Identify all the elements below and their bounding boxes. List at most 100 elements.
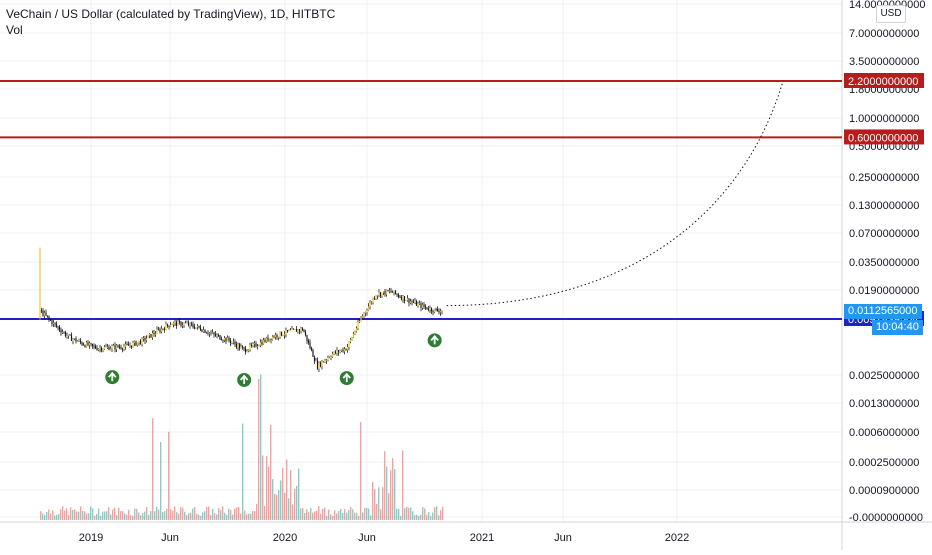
- volume-bar: [360, 422, 362, 520]
- candle-body: [135, 341, 137, 346]
- volume-bar: [142, 512, 144, 520]
- volume-bar: [256, 503, 258, 520]
- candle-body: [180, 321, 182, 326]
- volume-bar: [390, 470, 392, 520]
- volume-bar: [44, 515, 46, 520]
- volume-bar: [160, 441, 162, 520]
- volume-bar: [162, 512, 164, 520]
- candle-body: [217, 335, 220, 336]
- candle-body: [253, 343, 256, 345]
- volume-bar: [100, 515, 102, 520]
- candle-body: [246, 351, 248, 353]
- volume-bar: [200, 515, 202, 520]
- candle-body: [100, 347, 103, 351]
- candle-body: [139, 341, 142, 345]
- volume-bar: [46, 511, 48, 520]
- volume-bar: [74, 509, 76, 520]
- candle-body: [267, 337, 269, 341]
- candle-body: [291, 328, 293, 331]
- volume-bar: [228, 508, 230, 520]
- volume-bar: [132, 515, 134, 520]
- candle-body: [270, 338, 272, 340]
- candle-body: [67, 334, 70, 336]
- volume-bar: [234, 508, 236, 520]
- candle-body: [136, 342, 139, 346]
- volume-bar: [112, 509, 114, 520]
- candle-body: [96, 348, 98, 351]
- volume-bar: [188, 513, 190, 520]
- candle-body: [336, 350, 338, 353]
- candle-body: [265, 337, 268, 342]
- volume-bar: [96, 513, 98, 520]
- volume-bar: [326, 515, 328, 520]
- volume-bar: [334, 510, 336, 520]
- candle-body: [379, 292, 382, 296]
- candle-body: [277, 336, 280, 338]
- volume-bar: [398, 508, 400, 520]
- candle-body: [328, 357, 331, 359]
- volume-bar: [182, 507, 184, 520]
- volume-bar: [110, 514, 112, 520]
- candle-body: [343, 348, 346, 352]
- volume-bar: [54, 515, 56, 520]
- y-tick-label: 0.0002500000: [849, 457, 919, 469]
- candle-body: [262, 339, 265, 345]
- volume-bar: [98, 508, 100, 520]
- candle-body: [142, 337, 145, 339]
- candle-body: [261, 342, 263, 345]
- volume-bar: [268, 466, 270, 520]
- candle-body: [399, 296, 401, 298]
- y-tick-label: 0.0000900000: [849, 485, 919, 497]
- candle-body: [196, 325, 199, 328]
- candle-body: [322, 361, 325, 363]
- volume-bar: [308, 512, 310, 520]
- candle-body: [186, 322, 188, 324]
- volume-bar: [186, 515, 188, 520]
- candle-body: [240, 346, 242, 349]
- candle-body: [109, 348, 112, 350]
- volume-bar: [116, 515, 118, 520]
- candle-body: [384, 291, 386, 295]
- currency-button[interactable]: USD: [876, 5, 906, 23]
- candle-body: [204, 329, 206, 333]
- volume-bar: [184, 511, 186, 520]
- volume-bar: [68, 515, 70, 520]
- y-tick-label: 0.2500000000: [849, 172, 919, 184]
- candle-body: [309, 342, 311, 349]
- volume-bar: [42, 513, 44, 520]
- volume-bar: [442, 506, 444, 520]
- candle-body: [396, 293, 398, 295]
- candle-body: [430, 307, 433, 312]
- volume-bar: [406, 506, 408, 520]
- volume-bar: [224, 512, 226, 520]
- x-tick-label: Jun: [161, 532, 179, 544]
- volume-bar: [260, 374, 262, 520]
- volume-bar: [428, 512, 430, 520]
- candle-body: [439, 311, 442, 313]
- candle-body: [45, 312, 47, 316]
- candle-body: [408, 298, 410, 303]
- candle-body: [78, 340, 80, 342]
- candle-body: [366, 310, 368, 313]
- candle-body: [123, 346, 125, 350]
- candle-body: [153, 333, 155, 335]
- candle-body: [238, 344, 241, 349]
- volume-bar: [278, 490, 280, 520]
- x-tick-label: 2021: [470, 532, 494, 544]
- volume-bar: [150, 511, 152, 520]
- volume-bar: [276, 494, 278, 520]
- candle-body: [130, 345, 133, 347]
- candle-body: [183, 323, 185, 326]
- candle-body: [129, 345, 131, 347]
- volume-bar: [402, 450, 404, 520]
- candle-body: [163, 328, 166, 330]
- volume-bar: [258, 378, 260, 520]
- volume-bar: [378, 487, 380, 520]
- candle-body: [334, 351, 337, 353]
- price-line-tag: [844, 129, 924, 145]
- volume-bar: [174, 506, 176, 520]
- volume-bar: [222, 506, 224, 520]
- candle-body: [181, 325, 184, 326]
